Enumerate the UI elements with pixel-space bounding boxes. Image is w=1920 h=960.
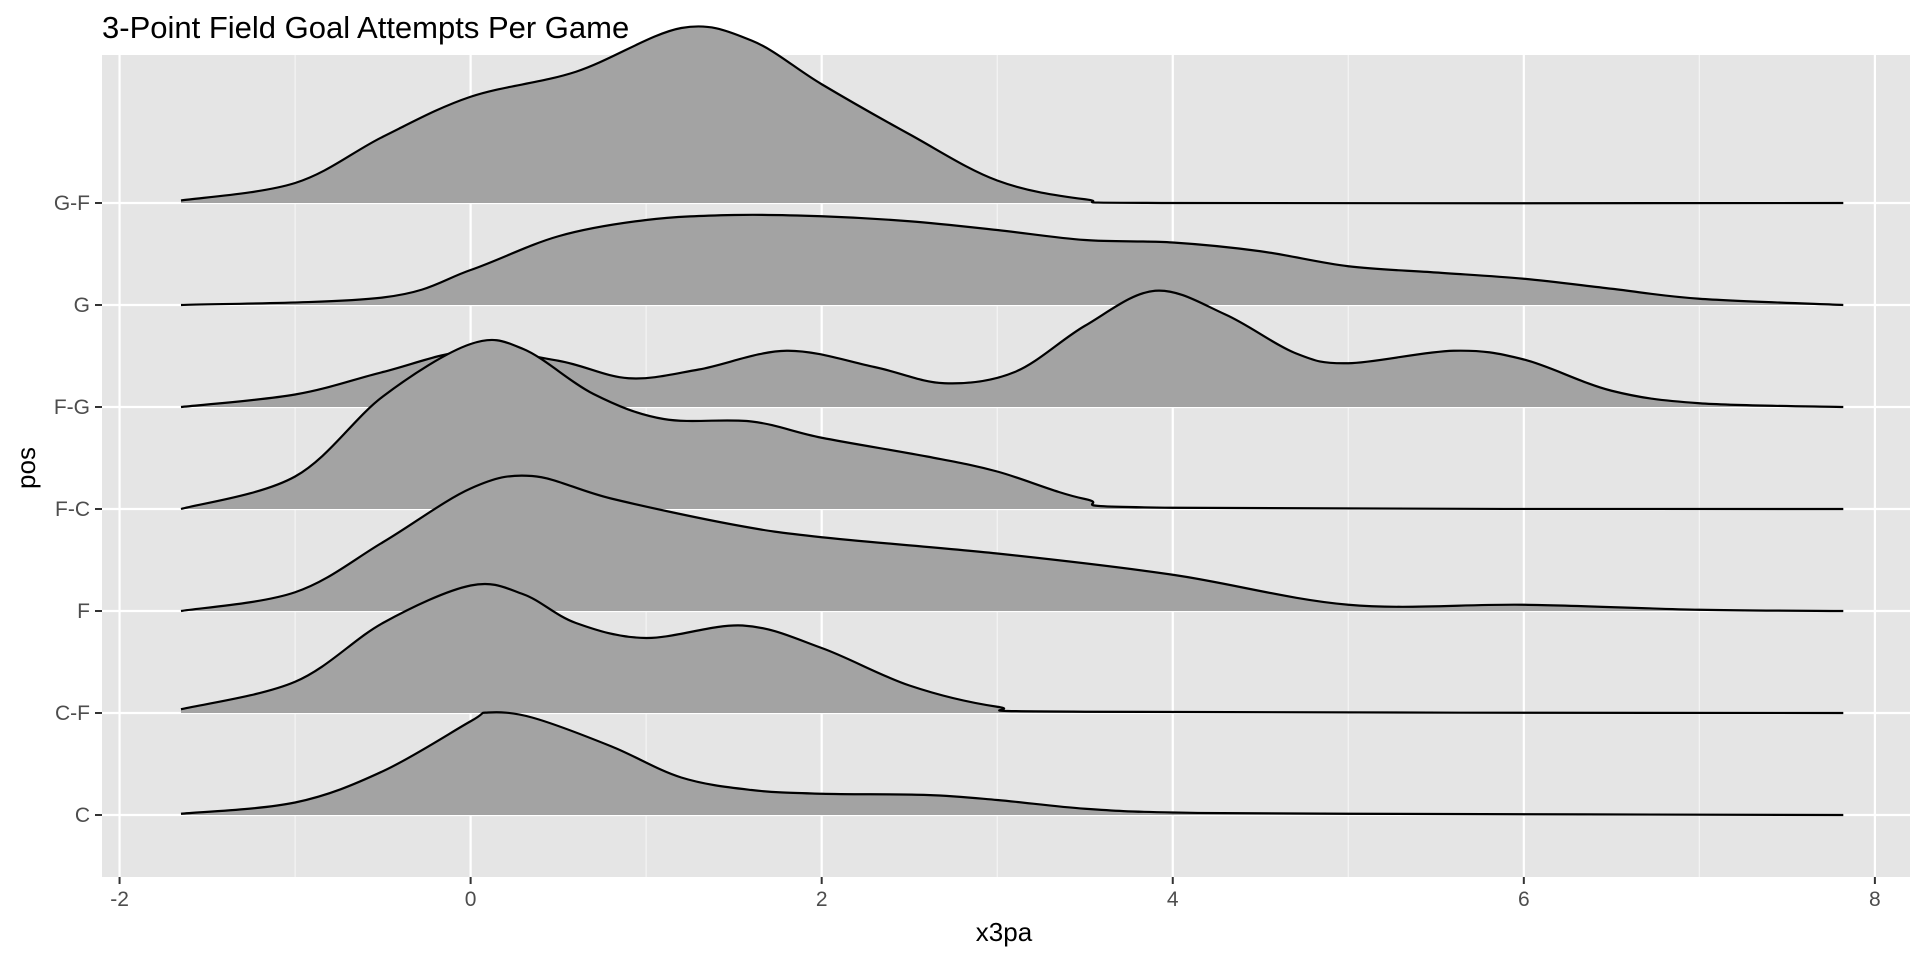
ridge-G <box>180 213 1844 307</box>
ridge-line-C <box>180 711 1844 817</box>
ridge-fill-F <box>180 475 1844 611</box>
x-tick-label: 0 <box>465 888 477 911</box>
ridge-fill-G <box>180 214 1844 305</box>
x-tick-label: 8 <box>1869 888 1881 911</box>
ridge-F <box>180 474 1844 613</box>
x-tick-label: 2 <box>816 888 828 911</box>
ridge-C <box>180 711 1844 817</box>
ridge-line-C-F <box>180 582 1844 715</box>
y-tick-label: C-F <box>55 702 90 725</box>
ridge-fill-F-C <box>180 339 1844 509</box>
x-tick-label: 6 <box>1518 888 1530 911</box>
x-tick-label: 4 <box>1167 888 1179 911</box>
ridge-C-F <box>180 582 1844 715</box>
ridge-fill-F-G <box>180 290 1844 407</box>
ridge-fill-C-F <box>180 583 1844 713</box>
ridge-fill-C <box>180 712 1844 815</box>
chart-title: 3-Point Field Goal Attempts Per Game <box>102 10 629 45</box>
x-axis: -2 0 2 4 6 8 <box>110 877 1881 911</box>
y-axis: C C-F F F-C F-G G G-F <box>54 192 102 827</box>
x-tick-label: -2 <box>110 888 129 911</box>
y-tick-label: F <box>77 600 90 623</box>
ridge-line-G <box>180 213 1844 307</box>
y-tick-label: G-F <box>54 192 90 215</box>
ridge-line-F <box>180 474 1844 613</box>
y-tick-label: G <box>74 294 90 317</box>
y-tick-label: F-C <box>55 498 90 521</box>
ridge-G-F <box>180 25 1844 205</box>
y-axis-title: pos <box>11 447 41 489</box>
y-tick-label: F-G <box>54 396 90 419</box>
density-ridges <box>180 25 1844 817</box>
x-axis-title: x3pa <box>976 917 1033 947</box>
y-tick-label: C <box>75 804 90 827</box>
ridge-fill-G-F <box>180 26 1844 204</box>
ridge-F-C <box>180 338 1844 511</box>
ridge-line-F-C <box>180 338 1844 511</box>
ridge-line-G-F <box>180 25 1844 205</box>
